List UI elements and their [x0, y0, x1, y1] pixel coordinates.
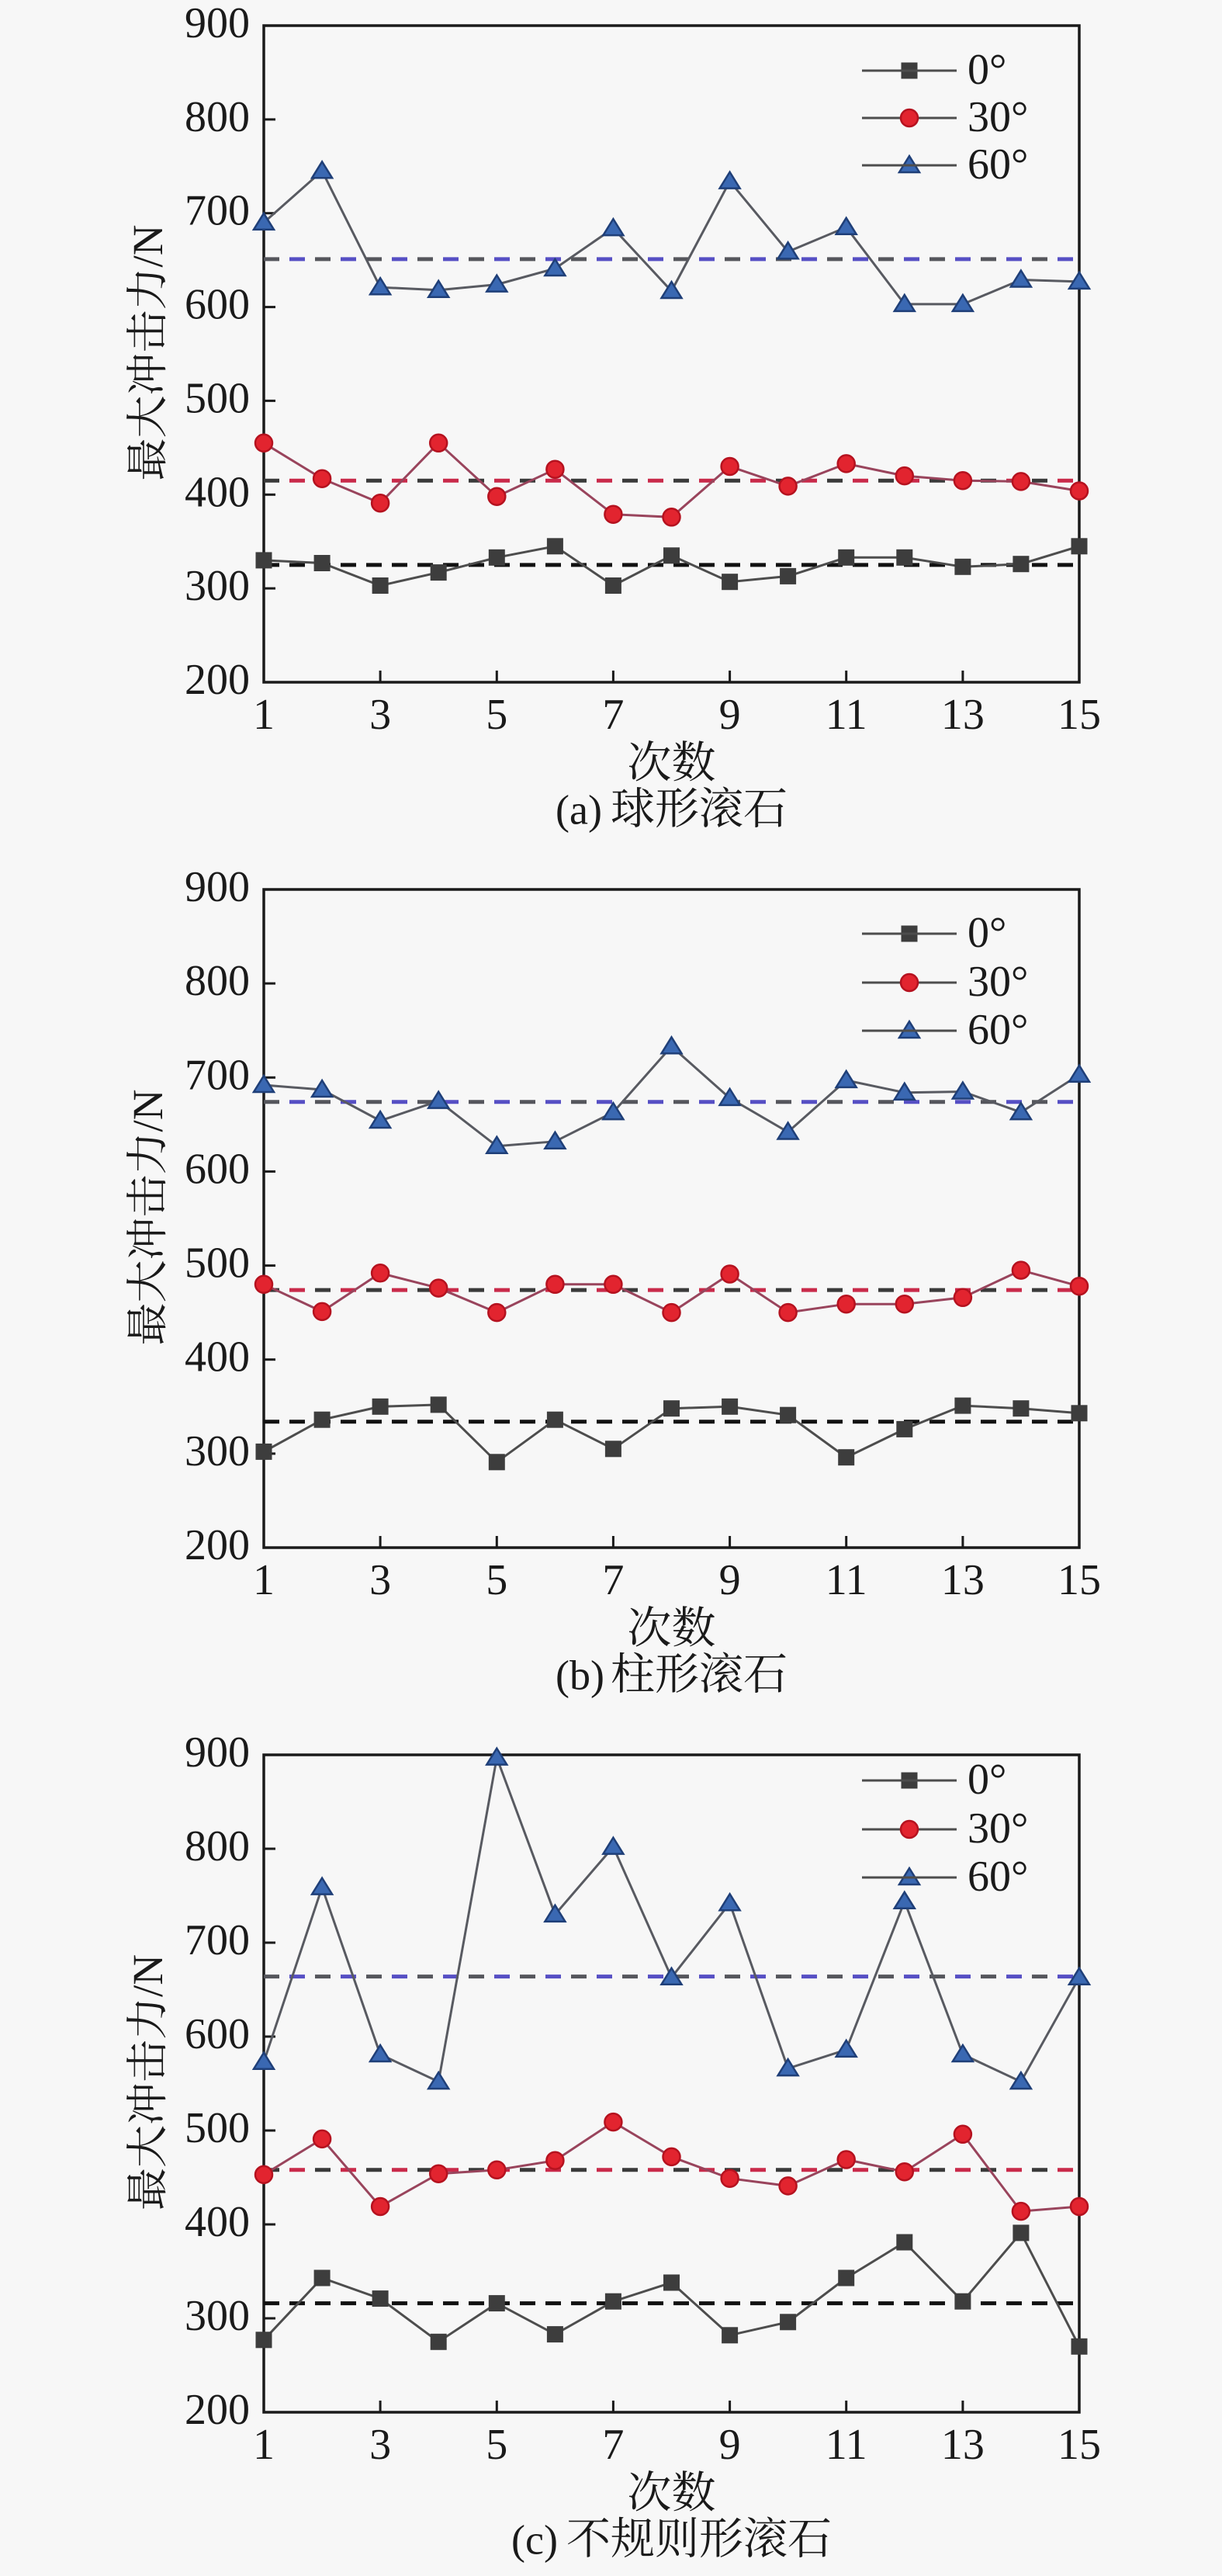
svg-text:900: 900	[185, 0, 250, 47]
svg-text:600: 600	[185, 1145, 250, 1193]
svg-text:400: 400	[185, 1333, 250, 1382]
svg-text:7: 7	[602, 691, 624, 739]
svg-text:0°: 0°	[968, 46, 1006, 94]
svg-text:200: 200	[185, 2386, 250, 2434]
svg-text:/N: /N	[124, 1090, 171, 1132]
svg-text:15: 15	[1058, 691, 1101, 739]
svg-text:(c): (c)	[511, 2517, 558, 2564]
svg-text:500: 500	[185, 2104, 250, 2152]
svg-text:200: 200	[185, 656, 250, 704]
svg-text:1: 1	[253, 691, 275, 739]
svg-text:5: 5	[486, 2421, 507, 2469]
svg-text:800: 800	[185, 93, 250, 141]
svg-text:300: 300	[185, 562, 250, 610]
svg-text:/N: /N	[124, 1954, 171, 1997]
svg-text:500: 500	[185, 374, 250, 422]
svg-text:600: 600	[185, 2010, 250, 2058]
svg-text:11: 11	[826, 1556, 867, 1604]
svg-text:3: 3	[369, 1556, 391, 1604]
svg-text:0°: 0°	[968, 1756, 1006, 1804]
svg-text:30°: 30°	[968, 1805, 1028, 1853]
svg-text:1: 1	[253, 2421, 275, 2469]
svg-text:13: 13	[941, 1556, 985, 1604]
svg-text:200: 200	[185, 1521, 250, 1569]
svg-text:700: 700	[185, 187, 250, 235]
svg-text:60°: 60°	[968, 1853, 1028, 1901]
svg-text:30°: 30°	[968, 958, 1028, 1006]
svg-text:300: 300	[185, 1427, 250, 1475]
svg-text:30°: 30°	[968, 93, 1028, 141]
svg-text:5: 5	[486, 1556, 507, 1604]
svg-text:/N: /N	[124, 225, 171, 268]
svg-text:15: 15	[1058, 2421, 1101, 2469]
svg-text:60°: 60°	[968, 1006, 1028, 1054]
svg-text:11: 11	[826, 691, 867, 739]
svg-text:3: 3	[369, 691, 391, 739]
svg-text:900: 900	[185, 863, 250, 911]
svg-text:13: 13	[941, 2421, 985, 2469]
svg-text:800: 800	[185, 1822, 250, 1870]
svg-text:9: 9	[719, 691, 741, 739]
svg-text:11: 11	[826, 2421, 867, 2469]
svg-text:300: 300	[185, 2292, 250, 2340]
svg-text:7: 7	[602, 2421, 624, 2469]
svg-text:400: 400	[185, 468, 250, 516]
svg-text:9: 9	[719, 1556, 741, 1604]
svg-text:7: 7	[602, 1556, 624, 1604]
svg-text:1: 1	[253, 1556, 275, 1604]
svg-text:700: 700	[185, 1916, 250, 1964]
svg-text:800: 800	[185, 957, 250, 1005]
svg-text:500: 500	[185, 1239, 250, 1288]
svg-text:700: 700	[185, 1051, 250, 1099]
svg-text:(a): (a)	[556, 787, 602, 834]
svg-text:9: 9	[719, 2421, 741, 2469]
svg-text:3: 3	[369, 2421, 391, 2469]
svg-text:5: 5	[486, 691, 507, 739]
svg-text:15: 15	[1058, 1556, 1101, 1604]
svg-text:0°: 0°	[968, 909, 1006, 957]
svg-text:900: 900	[185, 1728, 250, 1777]
svg-text:600: 600	[185, 281, 250, 329]
svg-text:13: 13	[941, 691, 985, 739]
svg-text:400: 400	[185, 2198, 250, 2246]
svg-text:60°: 60°	[968, 140, 1028, 189]
svg-text:(b): (b)	[556, 1652, 604, 1699]
